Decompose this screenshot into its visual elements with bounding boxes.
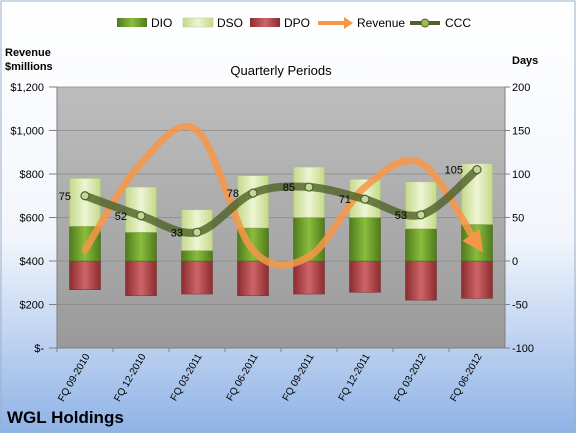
- bar-dpo-fq-06-2012: [461, 260, 493, 299]
- bar-dio-fq-12-2011: [349, 217, 381, 262]
- ccc-point-fq-06-2011: [248, 188, 258, 198]
- right-tick-label: 150: [512, 126, 530, 138]
- left-axis-ticks: $- $200 $400 $600 $800 $1,000 $1,200: [10, 82, 505, 355]
- ccc-data-label: 71: [339, 194, 351, 206]
- right-axis-ticks: -100 -50 0 50 100 150 200: [504, 82, 534, 355]
- chart-title: Quarterly Periods: [230, 63, 332, 78]
- legend-dpo-swatch: [250, 18, 280, 27]
- legend-ccc-marker-icon: [420, 18, 430, 28]
- revenue-line: [81, 122, 483, 269]
- ccc-point-fq-03-2011: [192, 227, 202, 237]
- ccc-data-label: 78: [227, 188, 239, 200]
- legend: DIO DSO DPO Revenue CCC: [117, 16, 471, 30]
- legend-dio-swatch: [117, 18, 147, 27]
- ccc-data-label: 33: [171, 227, 183, 239]
- right-tick-label: 50: [512, 213, 524, 225]
- left-tick-label: $-: [34, 343, 44, 355]
- ccc-data-label: 53: [395, 210, 407, 222]
- company-name: WGL Holdings: [7, 408, 124, 427]
- bar-dpo-fq-12-2011: [349, 260, 381, 293]
- ccc-point-fq-12-2010: [136, 211, 146, 221]
- left-tick-label: $600: [20, 213, 44, 225]
- ccc-data-label: 105: [445, 165, 463, 177]
- bar-dpo-fq-12-2010: [125, 260, 157, 297]
- legend-ccc-label: CCC: [445, 16, 471, 30]
- left-axis-label-line-1: Revenue: [5, 47, 51, 59]
- right-tick-label: -100: [512, 343, 534, 355]
- ccc-point-fq-03-2012: [416, 210, 426, 220]
- left-tick-label: $400: [20, 256, 44, 268]
- bar-dso-fq-03-2012: [405, 181, 437, 230]
- ccc-data-label: 85: [283, 182, 295, 194]
- bar-dpo-fq-03-2012: [405, 260, 437, 301]
- right-axis-label: Days: [512, 55, 538, 67]
- left-tick-label: $200: [20, 300, 44, 312]
- legend-revenue-label: Revenue: [357, 16, 405, 30]
- bar-dio-fq-03-2012: [405, 228, 437, 262]
- ccc-points: [80, 165, 482, 237]
- ccc-point-fq-09-2011: [304, 182, 314, 192]
- left-axis-label-line-2: $millions: [5, 61, 53, 73]
- legend-dso-label: DSO: [217, 16, 243, 30]
- ccc-point-fq-09-2010: [80, 191, 90, 201]
- bar-dpo-fq-06-2011: [237, 260, 269, 297]
- ccc-point-fq-12-2011: [360, 194, 370, 204]
- bar-dpo-fq-09-2011: [293, 260, 325, 295]
- right-tick-label: -50: [512, 300, 528, 312]
- ccc-point-fq-06-2012: [472, 165, 482, 175]
- left-tick-label: $800: [20, 169, 44, 181]
- right-tick-label: 0: [512, 256, 518, 268]
- legend-dio-label: DIO: [151, 16, 172, 30]
- ccc-data-label: 52: [115, 211, 127, 223]
- right-tick-label: 200: [512, 82, 530, 94]
- left-tick-label: $1,200: [10, 82, 44, 94]
- legend-revenue-arrow-icon: [344, 17, 353, 29]
- legend-dpo-label: DPO: [284, 16, 310, 30]
- left-tick-label: $1,000: [10, 126, 44, 138]
- ccc-labels: 75 52 33 78 85 71 53 105: [59, 165, 463, 240]
- legend-dso-swatch: [182, 17, 214, 28]
- bar-dpo-fq-09-2010: [69, 260, 101, 290]
- right-tick-label: 100: [512, 169, 530, 181]
- bar-dio-fq-12-2010: [125, 232, 157, 262]
- bar-dpo-fq-03-2011: [181, 260, 213, 295]
- bar-dio-fq-03-2011: [181, 250, 213, 262]
- ccc-data-label: 75: [59, 191, 71, 203]
